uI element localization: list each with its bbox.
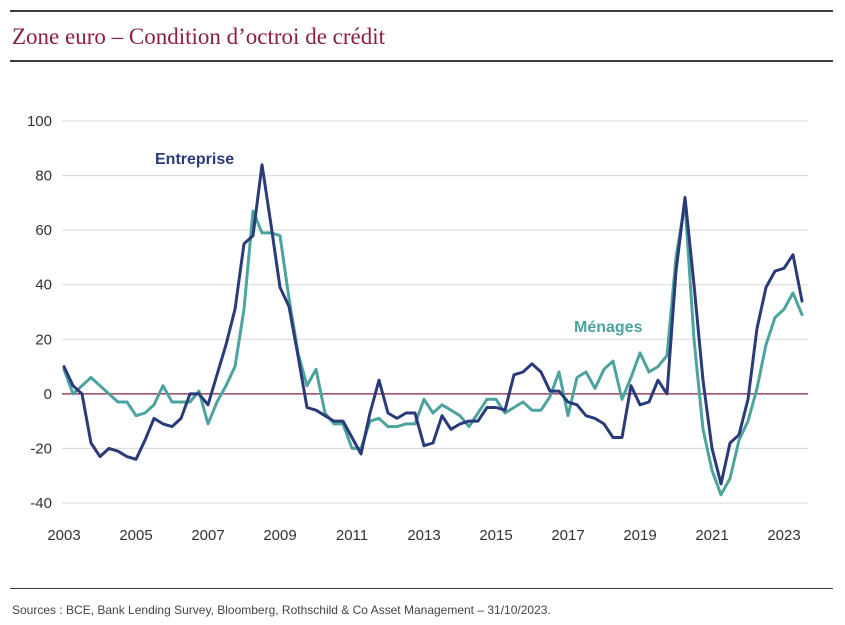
x-tick-label: 2017 xyxy=(551,527,584,544)
x-axis-ticks: 2003 2005 2007 2009 2011 2013 2015 2017 2019 2021… xyxy=(47,527,800,544)
y-tick-label: 80 xyxy=(35,168,52,185)
menages-label: Ménages xyxy=(574,319,643,336)
x-tick-label: 2021 xyxy=(695,527,728,544)
x-tick-label: 2013 xyxy=(407,527,440,544)
x-tick-label: 2015 xyxy=(479,527,512,544)
entreprise-label: Entreprise xyxy=(155,151,234,168)
series-lines xyxy=(62,163,804,497)
top-rule xyxy=(10,10,833,12)
y-tick-label: -20 xyxy=(30,440,52,457)
series-line-entreprise xyxy=(62,163,804,486)
bottom-rule xyxy=(10,588,833,589)
x-tick-label: 2009 xyxy=(263,527,296,544)
x-tick-label: 2011 xyxy=(336,527,368,544)
y-tick-label: 60 xyxy=(35,222,52,239)
y-tick-label: 100 xyxy=(27,113,52,130)
title-rule xyxy=(10,60,833,62)
x-tick-label: 2007 xyxy=(191,527,224,544)
x-tick-label: 2003 xyxy=(47,527,80,544)
chart-title: Zone euro – Condition d’octroi de crédit xyxy=(12,24,386,49)
x-tick-label: 2019 xyxy=(623,527,656,544)
y-tick-label: -40 xyxy=(30,495,52,512)
y-tick-label: 40 xyxy=(35,277,52,294)
y-tick-label: 0 xyxy=(44,386,52,403)
x-tick-label: 2005 xyxy=(119,527,152,544)
x-tick-label: 2023 xyxy=(767,527,800,544)
y-axis-ticks: 100 80 60 40 20 0 -20 -40 xyxy=(27,113,52,512)
y-tick-label: 20 xyxy=(35,331,52,348)
grid-lines xyxy=(62,120,808,504)
source-note: Sources : BCE, Bank Lending Survey, Bloo… xyxy=(12,603,551,617)
